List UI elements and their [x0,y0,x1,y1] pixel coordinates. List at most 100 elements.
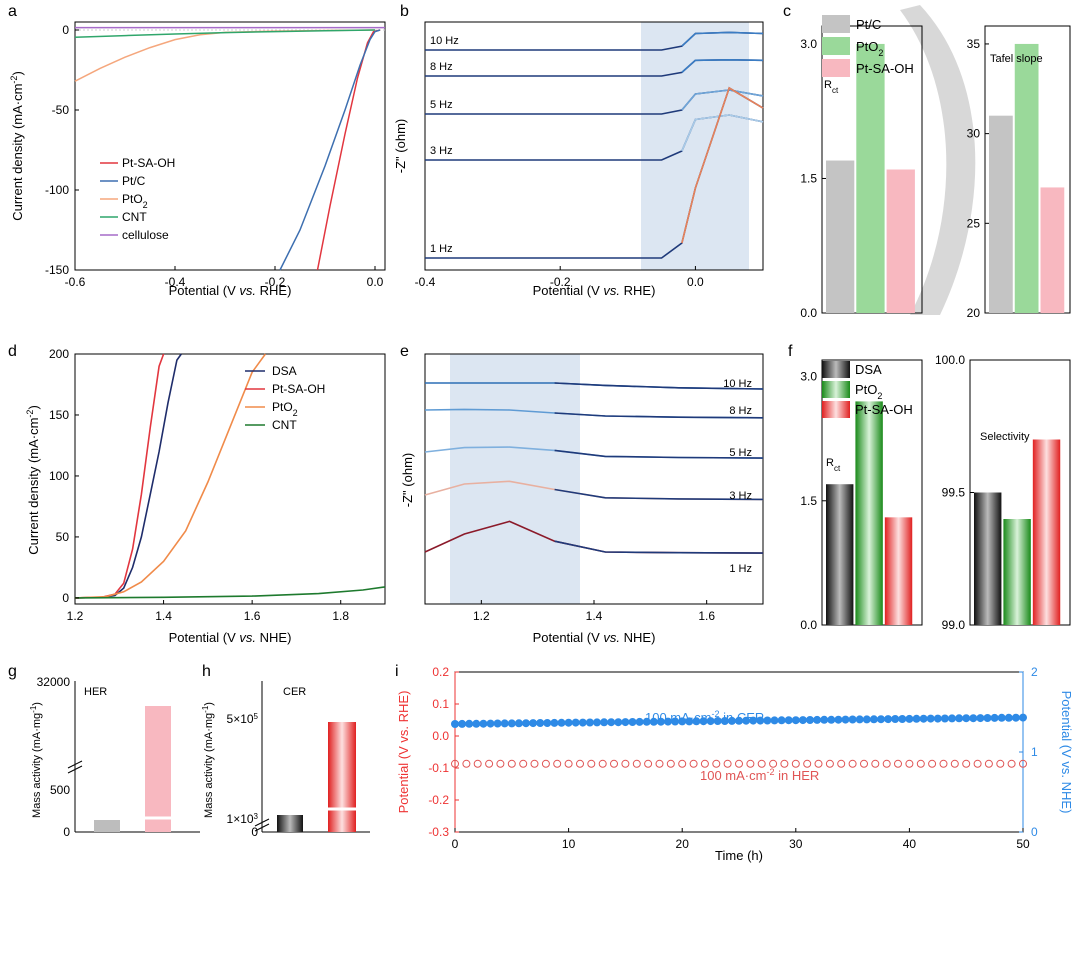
point-i-cer [749,716,758,725]
point-i-cer [770,716,779,725]
point-i-her [530,759,539,768]
point-i-cer [607,718,616,727]
point-i-cer [919,714,928,723]
f-right-label: Selectivity [980,431,1030,443]
point-i-cer [791,716,800,725]
legend-d: DSA Pt-SA-OH PtO2 CNT [245,364,325,432]
point-i-cer [756,716,765,725]
point-i-cer [735,716,743,725]
bar-c-right-1 [1014,43,1039,313]
point-i-cer [884,715,893,724]
tick-d-x: 1.2 [67,609,84,623]
trace-e-label: 5 Hz [729,447,752,459]
tick-c-left: 3.0 [800,37,817,51]
point-i-cer [841,715,850,724]
tick-i-left: -0.3 [428,825,449,839]
highlight-e [450,354,580,604]
break-h-axis-1 [254,818,270,827]
tick-b-x: -0.2 [550,275,571,289]
tick-i-x: 30 [789,837,803,851]
trace-b-label: 10 Hz [430,35,459,47]
ylabel-i-left: Potential (V vs. RHE) [396,691,411,814]
point-i-her [996,759,1005,768]
point-i-her [871,759,880,768]
point-i-her [939,759,948,768]
ylabel-b: -Z" (ohm) [393,119,408,173]
legend-f-pto2: PtO2 [855,382,882,401]
tick-f-right: 99.5 [942,486,966,500]
point-i-cer [571,718,580,727]
panel-h: h 1×103 0 5×105 CER Mass activity (mA·mg… [201,663,370,839]
series-d-cnt [74,586,386,599]
axes-frame-d [74,353,386,605]
tick-i-x: 20 [676,837,690,851]
ticks-b: -0.4 -0.2 0.0 [415,266,704,289]
tick-i-x: 0 [452,837,459,851]
tick-c-right: 25 [967,216,981,230]
tick-d-y: 200 [49,347,69,361]
tick-c-left: 0.0 [800,306,817,320]
series-d-dsa [74,353,182,599]
tick-e-x: 1.6 [698,609,715,623]
bar-g-2 [145,706,171,832]
point-i-cer [621,718,630,727]
bar-c-left-0 [826,160,855,313]
tick-d-x: 1.4 [155,609,172,623]
panel-d: d 1.2 1.4 1.6 1.8 0 50 100 150 200 Potential (V … [8,343,386,645]
point-i-cer [848,715,857,724]
legend-f: DSA PtO2 Pt-SA-OH [822,361,913,418]
point-i-cer [855,715,864,724]
legend-c-pt-c: Pt/C [856,17,881,32]
point-i-her [507,759,516,768]
panel-e: e 10 Hz 8 Hz 5 Hz 3 Hz 1 Hz 1.2 1.4 1.6 Potent… [400,343,764,645]
point-i-cer [628,718,637,726]
xlabel-e: Potential (V vs. NHE) [533,630,656,645]
point-i-cer [635,717,644,726]
point-i-cer [969,714,978,723]
point-i-cer [472,719,481,728]
ylabel-g: Mass activity (mA·mg-1) [29,702,44,818]
point-i-cer [642,717,651,726]
panel-f: f 0.0 1.5 3.0 99.0 99.5 100.0 Rct Selectivity… [788,343,1071,632]
xlabel-b: Potential (V vs. RHE) [533,283,656,298]
point-i-her [700,759,709,768]
legend-c-pto2: PtO2 [856,39,883,58]
panel-c: c 0.0 1.5 3.0 20 25 30 35 Rct Tafel slope Pt/C… [783,3,1071,320]
series-d-pto2 [74,353,267,599]
tick-a-x: -0.6 [65,275,86,289]
bar-f-right-1 [1003,519,1031,625]
point-i-her [462,759,471,768]
point-i-cer [912,714,921,723]
point-i-cer [869,715,878,724]
trace-b-peak [681,114,764,152]
point-i-her [689,759,698,768]
point-i-her [723,759,732,768]
tick-d-y: 50 [56,530,70,544]
ylabel-a: Current density (mA·cm-2) [9,71,25,221]
point-i-cer [685,717,694,726]
point-i-her [576,759,584,768]
point-i-cer [713,717,722,725]
trace-e-label: 8 Hz [729,405,752,417]
xlabel-i: Time (h) [715,848,763,863]
tick-a-y: -50 [52,103,70,117]
point-i-cer [692,717,701,726]
tick-i-left: 0.1 [432,697,449,711]
point-i-her [666,759,675,768]
point-i-her [973,759,982,768]
tick-f-left: 3.0 [800,370,817,384]
legend-a-pt-c: Pt/C [122,174,146,188]
point-i-cer [820,715,829,724]
bars-f: 0.0 1.5 3.0 99.0 99.5 100.0 [800,353,1061,632]
axes-frame-i [454,671,1024,833]
point-i-cer [777,716,786,725]
point-i-her [655,759,664,768]
point-i-cer [813,715,822,724]
point-i-cer [898,715,907,723]
point-i-cer [614,718,623,727]
ylabel-i-right: Potential (V vs. NHE) [1059,691,1074,814]
point-i-cer [905,714,914,723]
bar-g-1 [94,820,120,832]
point-i-cer [699,717,708,726]
trace-b-label: 3 Hz [430,145,453,157]
